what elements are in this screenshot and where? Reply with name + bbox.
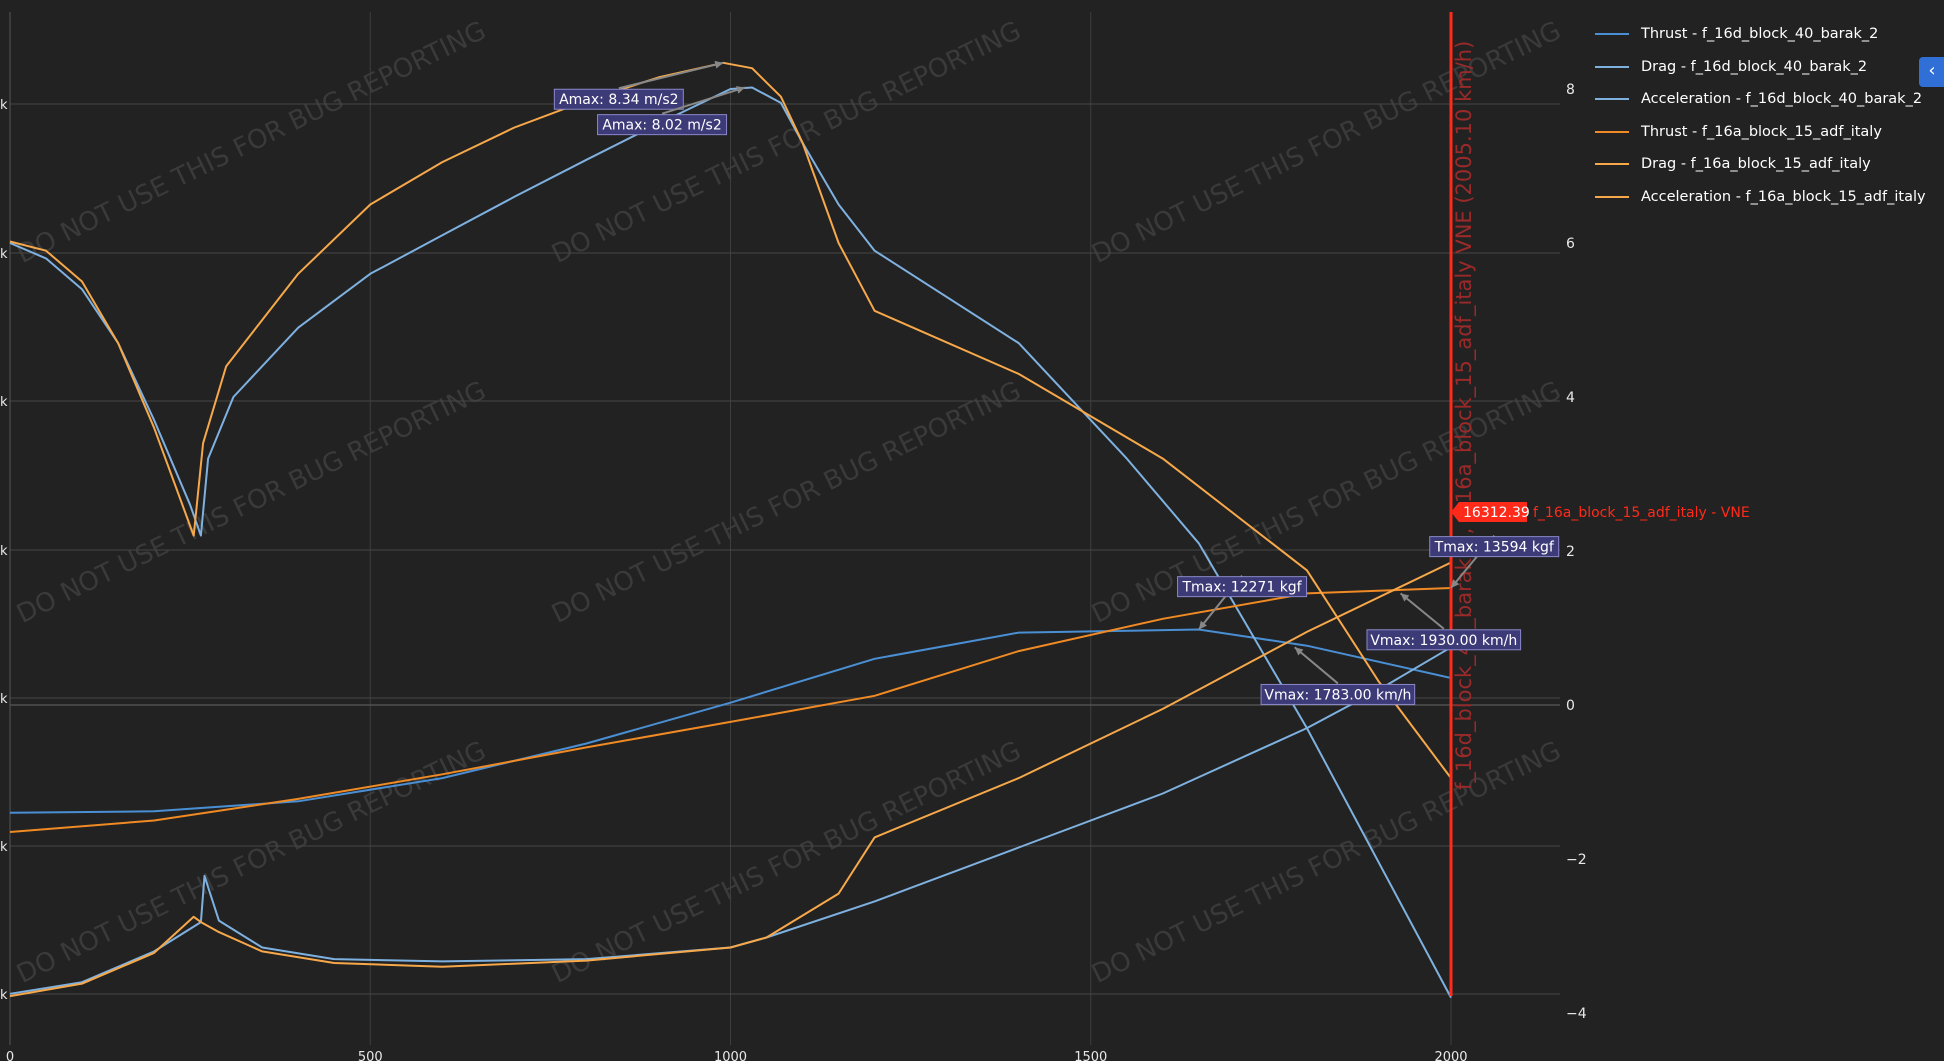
annotation-box: [1177, 576, 1308, 598]
axes: 0 500 1000 1500 2000 −4 −2 0 2 4 6 8 k k k k k k k: [0, 82, 1587, 1061]
annotation-box: [1366, 629, 1522, 651]
legend-item[interactable]: Acceleration - f_16a_block_15_adf_italy: [1595, 181, 1926, 214]
legend-swatch: [1595, 130, 1629, 133]
annotation-label: Amax: 8.02 m/s2: [602, 118, 721, 134]
annotation-label: Vmax: 1930.00 km/h: [1370, 633, 1517, 649]
left-tick-label: k: [0, 544, 8, 559]
annotation-box: [1429, 536, 1560, 558]
series-line: [9, 561, 1452, 998]
x-tick-label: 1000: [714, 1050, 747, 1061]
legend-item[interactable]: Thrust - f_16d_block_40_barak_2: [1595, 18, 1926, 51]
x-tick-label: 500: [358, 1050, 383, 1061]
vne-layer: f_16d_block_40_barak_2, f_16a_block_15_a…: [1449, 12, 1750, 996]
legend-swatch: [1595, 65, 1629, 68]
legend-label: Acceleration - f_16a_block_15_adf_italy: [1641, 188, 1926, 205]
series-line: [9, 646, 1452, 995]
left-tick-label: k: [0, 98, 8, 113]
series-line: [9, 587, 1452, 833]
annotation-arrow: [1294, 646, 1339, 685]
annotation-box: [1260, 683, 1416, 705]
collapse-legend-button[interactable]: ‹: [1919, 57, 1944, 87]
legend-item[interactable]: Thrust - f_16a_block_15_adf_italy: [1595, 116, 1926, 149]
legend-item[interactable]: Drag - f_16d_block_40_barak_2: [1595, 51, 1926, 84]
left-tick-label: k: [0, 395, 8, 410]
y2-tick-label: 4: [1566, 390, 1575, 406]
annotation-box: [553, 88, 684, 110]
watermark-text: DO NOT USE THIS FOR BUG REPORTING: [12, 16, 491, 270]
annotation-box: [597, 114, 728, 136]
y2-tick-label: 0: [1566, 698, 1575, 714]
grid: [9, 12, 1560, 1045]
annotation-arrowhead: [1400, 593, 1410, 602]
left-tick-label: k: [0, 247, 8, 262]
x-tick-label: 0: [6, 1050, 14, 1061]
legend-item[interactable]: Acceleration - f_16d_block_40_barak_2: [1595, 83, 1926, 116]
left-tick-label: k: [0, 988, 8, 1003]
series-line: [9, 86, 1452, 999]
legend-label: Thrust - f_16d_block_40_barak_2: [1641, 26, 1879, 43]
y2-tick-label: 6: [1566, 236, 1575, 252]
series-line: [9, 628, 1452, 814]
chevron-left-icon: ‹: [1928, 60, 1936, 81]
annotation-arrowhead: [1198, 620, 1207, 630]
watermark-text: DO NOT USE THIS FOR BUG REPORTING: [1087, 736, 1566, 990]
watermark-text: DO NOT USE THIS FOR BUG REPORTING: [547, 376, 1026, 630]
annotation-arrow: [1399, 592, 1445, 630]
legend-swatch: [1595, 195, 1629, 198]
y2-tick-label: 2: [1566, 544, 1575, 560]
x-tick-label: 2000: [1434, 1050, 1467, 1061]
left-tick-label: k: [0, 840, 8, 855]
legend-swatch: [1595, 33, 1629, 36]
vne-value-box: [1451, 502, 1527, 522]
legend-swatch: [1595, 98, 1629, 101]
watermark-text: DO NOT USE THIS FOR BUG REPORTING: [1087, 16, 1566, 270]
legend-label: Acceleration - f_16d_block_40_barak_2: [1641, 91, 1923, 108]
vne-value-label: 16312.39: [1463, 505, 1530, 521]
legend-label: Thrust - f_16a_block_15_adf_italy: [1641, 123, 1882, 140]
annotation-label: Vmax: 1783.00 km/h: [1264, 687, 1411, 703]
x-tick-label: 1500: [1074, 1050, 1107, 1061]
annotation-layer: Amax: 8.34 m/s2 Amax: 8.02 m/s2 Tmax: 1227…: [553, 60, 1560, 705]
watermark-layer: DO NOT USE THIS FOR BUG REPORTING DO NOT …: [12, 16, 1566, 990]
legend: Thrust - f_16d_block_40_barak_2 Drag - f…: [1595, 18, 1926, 213]
vne-vertical-label: f_16d_block_40_barak_2, f_16a_block_15_a…: [1452, 41, 1477, 790]
watermark-text: DO NOT USE THIS FOR BUG REPORTING: [12, 376, 491, 630]
annotation-label: Amax: 8.34 m/s2: [559, 92, 678, 108]
legend-label: Drag - f_16a_block_15_adf_italy: [1641, 156, 1871, 173]
vne-name-label: f_16a_block_15_adf_italy - VNE: [1533, 505, 1750, 521]
watermark-text: DO NOT USE THIS FOR BUG REPORTING: [12, 736, 491, 990]
annotation-label: Tmax: 13594 kgf: [1434, 540, 1555, 556]
annotation-arrowhead: [736, 86, 745, 94]
legend-label: Drag - f_16d_block_40_barak_2: [1641, 58, 1868, 75]
watermark-text: DO NOT USE THIS FOR BUG REPORTING: [547, 736, 1026, 990]
legend-swatch: [1595, 163, 1629, 166]
y2-tick-label: −4: [1566, 1006, 1587, 1022]
y2-tick-label: 8: [1566, 82, 1575, 98]
annotation-arrow: [661, 86, 746, 115]
legend-item[interactable]: Drag - f_16a_block_15_adf_italy: [1595, 148, 1926, 181]
annotation-arrow: [618, 61, 724, 90]
left-tick-label: k: [0, 692, 8, 707]
annotation-arrowhead: [1451, 579, 1460, 588]
annotation-arrowhead: [714, 60, 724, 69]
annotation-arrowhead: [1294, 647, 1304, 656]
annotation-label: Tmax: 12271 kgf: [1181, 580, 1302, 596]
y2-tick-label: −2: [1566, 852, 1587, 868]
